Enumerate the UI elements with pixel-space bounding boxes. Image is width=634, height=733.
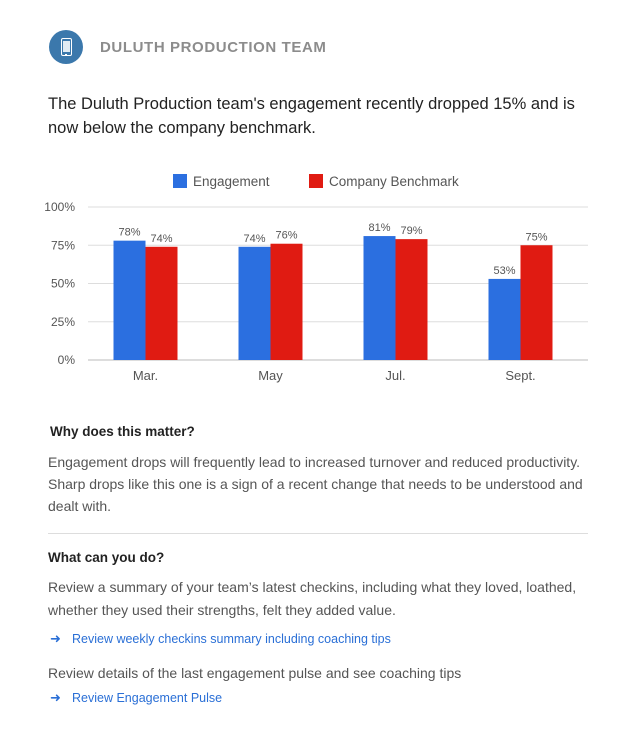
bar bbox=[145, 246, 178, 360]
arrow-right-icon: ➜ bbox=[50, 690, 61, 705]
bar bbox=[395, 239, 428, 360]
engagement-pulse-link[interactable]: ➜ Review Engagement Pulse bbox=[50, 690, 222, 706]
why-body-wrap: Engagement drops will frequently lead to… bbox=[48, 451, 593, 517]
what-body-2-wrap: Review details of the last engagement pu… bbox=[48, 662, 593, 684]
data-label: 78% bbox=[118, 227, 140, 239]
what-section: What can you do? bbox=[48, 550, 593, 565]
bar bbox=[520, 245, 553, 360]
checkins-summary-link-label[interactable]: Review weekly checkins summary including… bbox=[72, 632, 391, 646]
bar bbox=[488, 278, 521, 360]
legend-label: Company Benchmark bbox=[329, 174, 459, 189]
x-tick-label: Sept. bbox=[505, 368, 535, 383]
team-header: DULUTH PRODUCTION TEAM bbox=[49, 30, 327, 64]
legend-swatch bbox=[173, 174, 187, 188]
why-title: Why does this matter? bbox=[50, 424, 195, 439]
engagement-chart: 0% 25% 50% 75% 100% Engagement Company Benchma… bbox=[0, 160, 634, 400]
legend-swatch bbox=[309, 174, 323, 188]
what-body-2: Review details of the last engagement pu… bbox=[48, 665, 462, 681]
arrow-right-icon: ➜ bbox=[50, 631, 61, 646]
x-tick-label: Mar. bbox=[133, 368, 158, 383]
bar bbox=[113, 240, 146, 360]
mobile-phone-icon bbox=[49, 30, 83, 64]
y-tick-label: 75% bbox=[51, 238, 75, 252]
headline: The Duluth Production team's engagement … bbox=[48, 95, 575, 137]
data-label: 53% bbox=[493, 265, 515, 277]
data-label: 76% bbox=[275, 230, 297, 242]
y-tick-label: 25% bbox=[51, 315, 75, 329]
legend-label: Engagement bbox=[193, 174, 270, 189]
bar bbox=[238, 246, 271, 360]
y-tick-label: 100% bbox=[44, 200, 75, 214]
team-name: DULUTH PRODUCTION TEAM bbox=[100, 38, 327, 56]
x-tick-label: May bbox=[258, 368, 283, 383]
checkins-summary-link[interactable]: ➜ Review weekly checkins summary includi… bbox=[50, 631, 391, 647]
divider bbox=[48, 533, 588, 534]
y-tick-label: 0% bbox=[58, 353, 76, 367]
x-tick-label: Jul. bbox=[385, 368, 405, 383]
data-label: 74% bbox=[243, 233, 265, 245]
engagement-chart-svg: 0% 25% 50% 75% 100% Engagement Company Benchma… bbox=[44, 174, 588, 383]
why-section: Why does this matter? bbox=[48, 424, 593, 439]
bar bbox=[363, 236, 396, 360]
what-body-1: Review a summary of your team’s latest c… bbox=[48, 579, 577, 618]
engagement-pulse-link-label[interactable]: Review Engagement Pulse bbox=[72, 691, 223, 705]
what-body-wrap: Review a summary of your team’s latest c… bbox=[48, 576, 593, 622]
y-tick-label: 50% bbox=[51, 277, 75, 291]
why-body: Engagement drops will frequently lead to… bbox=[48, 454, 583, 514]
data-label: 75% bbox=[525, 231, 547, 243]
data-label: 81% bbox=[368, 222, 390, 234]
data-label: 74% bbox=[150, 233, 172, 245]
bar bbox=[270, 243, 303, 360]
what-title: What can you do? bbox=[48, 550, 165, 565]
data-label: 79% bbox=[400, 225, 422, 237]
